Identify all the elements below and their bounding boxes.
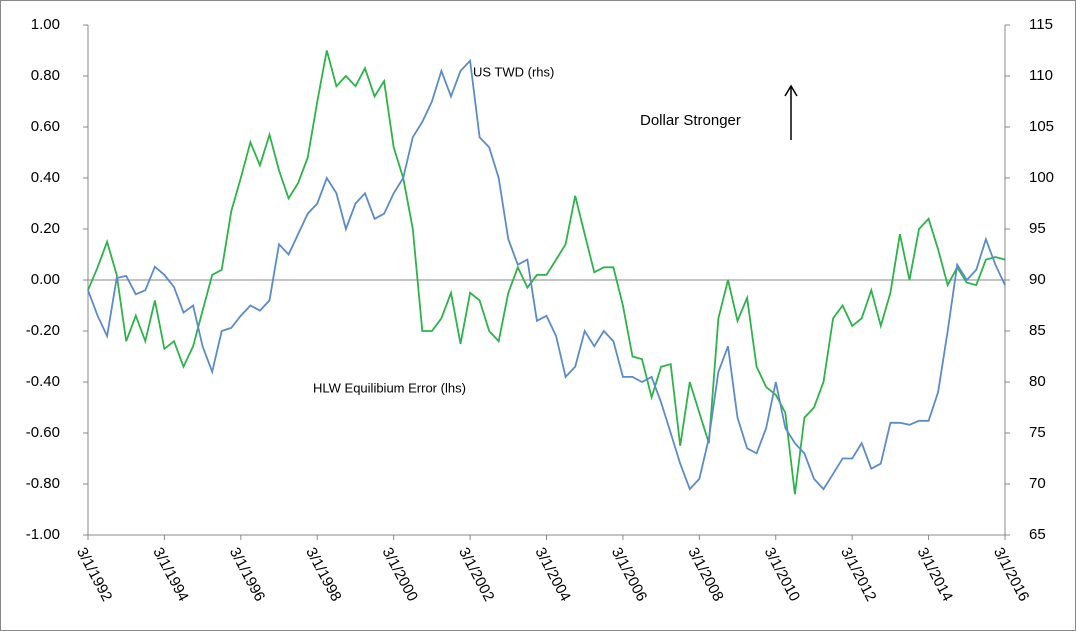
annotation: Dollar Stronger (640, 112, 741, 129)
y-tick-label: -1.00 (26, 526, 60, 543)
y-tick-label: 0.20 (31, 220, 60, 237)
y2-tick-label: 85 (1029, 322, 1046, 339)
y2-tick-label: 115 (1029, 16, 1053, 33)
y2-tick-label: 105 (1029, 118, 1054, 135)
y-tick-label: 0.40 (31, 169, 60, 186)
line-series (87, 58, 1006, 491)
y-tick-label: -0.60 (26, 424, 60, 441)
y-tick-label: -0.20 (26, 322, 60, 339)
arrow-head (784, 84, 798, 97)
y2-tick-label: 70 (1029, 475, 1046, 492)
series-label: US TWD (rhs) (473, 64, 554, 79)
y-tick-label: 0.80 (31, 67, 60, 84)
y2-tick-label: 65 (1029, 526, 1046, 543)
series-label: HLW Equilibium Error (lhs) (313, 380, 466, 395)
y2-tick-label: 90 (1029, 271, 1046, 288)
y2-tick-label: 110 (1029, 67, 1053, 84)
y-tick-label: 1.00 (31, 16, 60, 33)
y-tick-label: -0.80 (26, 475, 60, 492)
y2-tick-label: 100 (1029, 169, 1054, 186)
y-tick-label: 0.60 (31, 118, 60, 135)
y2-tick-label: 80 (1029, 373, 1046, 390)
y2-tick-label: 75 (1029, 424, 1046, 441)
y-tick-label: 0.00 (31, 271, 60, 288)
y2-tick-label: 95 (1029, 220, 1046, 237)
line-series (87, 50, 1006, 495)
y-tick-label: -0.40 (26, 373, 60, 390)
